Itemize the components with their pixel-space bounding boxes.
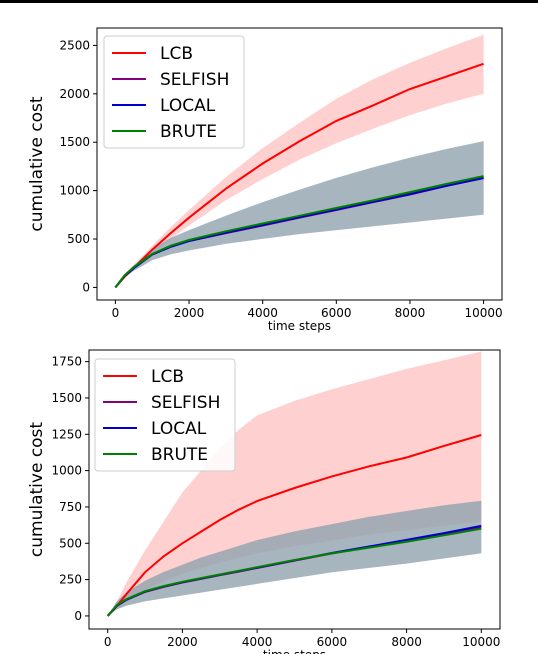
y-tick-label: 1000 <box>59 184 90 198</box>
legend-label-selfish: SELFISH <box>160 70 229 90</box>
x-tick-label: 2000 <box>167 635 198 649</box>
x-tick-label: 0 <box>104 635 112 649</box>
top-border <box>0 0 538 3</box>
x-axis-label: time steps <box>263 648 326 654</box>
plot-frame <box>96 27 503 301</box>
y-tick-label: 500 <box>67 232 90 246</box>
y-tick-label: 0 <box>74 609 82 623</box>
y-tick-label: 750 <box>59 500 82 514</box>
y-tick-label: 2000 <box>59 87 90 101</box>
legend-label-brute: BRUTE <box>151 445 208 465</box>
y-tick-label: 1750 <box>51 355 82 369</box>
y-tick-label: 2500 <box>59 38 90 52</box>
legend-label-local: LOCAL <box>151 419 207 439</box>
chart-2: 0 2000 4000 6000 8000 10000 0 250 500 750 1000 1250… <box>27 349 501 654</box>
y-tick-label: 1500 <box>51 391 82 405</box>
x-tick-label: 8000 <box>395 306 426 320</box>
band-brute <box>107 500 482 616</box>
y-tick-label: 500 <box>59 536 82 550</box>
plot-frame <box>88 349 501 630</box>
chart-1: 0 2000 4000 6000 8000 10000 0 500 1000 1500 2000 25… <box>27 27 503 333</box>
x-tick-label: 6000 <box>317 635 348 649</box>
x-tick-label: 0 <box>112 306 120 320</box>
x-tick-label: 8000 <box>391 635 422 649</box>
band-local <box>115 141 484 288</box>
band-local <box>107 500 482 616</box>
x-tick-label: 10000 <box>462 635 500 649</box>
x-tick-label: 6000 <box>321 306 352 320</box>
y-tick-label: 250 <box>59 573 82 587</box>
line-lcb <box>106 434 482 617</box>
legend-label-brute: BRUTE <box>160 122 217 142</box>
legend-label-local: LOCAL <box>160 96 216 116</box>
line-brute <box>106 527 482 617</box>
y-axis-label: cumulative cost <box>27 422 47 558</box>
y-tick-label: 1250 <box>51 427 82 441</box>
legend-label-lcb: LCB <box>151 367 184 387</box>
x-axis-label: time steps <box>268 319 331 333</box>
x-tick-label: 2000 <box>174 306 205 320</box>
x-tick-label: 4000 <box>247 306 278 320</box>
legend-label-selfish: SELFISH <box>151 393 220 413</box>
y-tick-label: 1000 <box>51 464 82 478</box>
x-tick-label: 10000 <box>464 306 502 320</box>
line-brute <box>114 175 484 289</box>
y-tick-label: 0 <box>82 280 90 294</box>
y-axis-label: cumulative cost <box>27 96 47 232</box>
legend-box <box>94 358 236 472</box>
band-brute <box>115 141 484 288</box>
band-lcb <box>107 351 482 616</box>
x-tick-label: 4000 <box>242 635 273 649</box>
legend-label-lcb: LCB <box>160 44 193 64</box>
legend-box <box>103 35 245 149</box>
y-tick-label: 1500 <box>59 135 90 149</box>
